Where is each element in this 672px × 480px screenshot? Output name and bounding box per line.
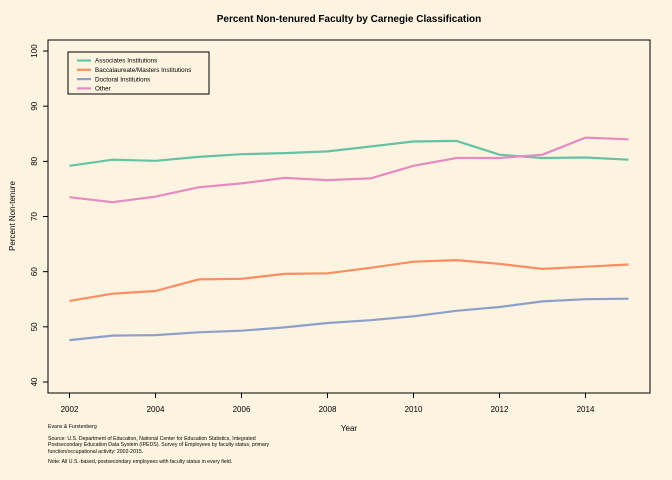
series-lines [69, 136, 629, 342]
x-tick-label: 2012 [491, 405, 509, 414]
y-tick-label: 100 [30, 44, 39, 58]
footer-credit: Evans & Furstenberg [48, 424, 97, 430]
series-line-4 [69, 136, 629, 204]
footer-note: Note: All U.S.-based, postsecondary empl… [48, 459, 233, 465]
y-tick-label: 80 [30, 156, 39, 165]
x-tick-label: 2010 [405, 405, 423, 414]
y-axis: 40 50 60 70 80 90 100 [30, 44, 48, 386]
footer-source: Source: U.S. Department of Education, Na… [48, 436, 270, 455]
legend-box [67, 51, 210, 95]
y-tick-label: 90 [30, 101, 39, 110]
series-line-1 [69, 139, 629, 167]
y-tick-label: 70 [30, 212, 39, 221]
y-axis-label: Percent Non-tenure [8, 181, 17, 251]
legend-label: Doctoral Institutions [95, 76, 150, 83]
y-tick-label: 50 [30, 322, 39, 331]
y-tick-label: 40 [30, 377, 39, 386]
series-line-2 [69, 259, 629, 302]
x-tick-label: 2002 [61, 405, 79, 414]
legend: Associates Institutions Baccalaureate/Mas… [67, 51, 210, 95]
legend-label: Associates Institutions [95, 58, 157, 65]
x-tick-label: 2006 [233, 405, 251, 414]
chart-title: Percent Non-tenured Faculty by Carnegie … [217, 14, 482, 25]
legend-label: Other [95, 86, 111, 93]
x-tick-label: 2008 [319, 405, 337, 414]
series-line-3 [69, 297, 629, 342]
x-axis: 2002 2004 2006 2008 2010 2012 2014 [61, 393, 595, 414]
x-axis-label: Year [341, 424, 358, 433]
legend-label: Baccalaureate/Masters Institutions [95, 67, 191, 74]
x-tick-label: 2014 [577, 405, 595, 414]
y-tick-label: 60 [30, 267, 39, 276]
x-tick-label: 2004 [147, 405, 165, 414]
